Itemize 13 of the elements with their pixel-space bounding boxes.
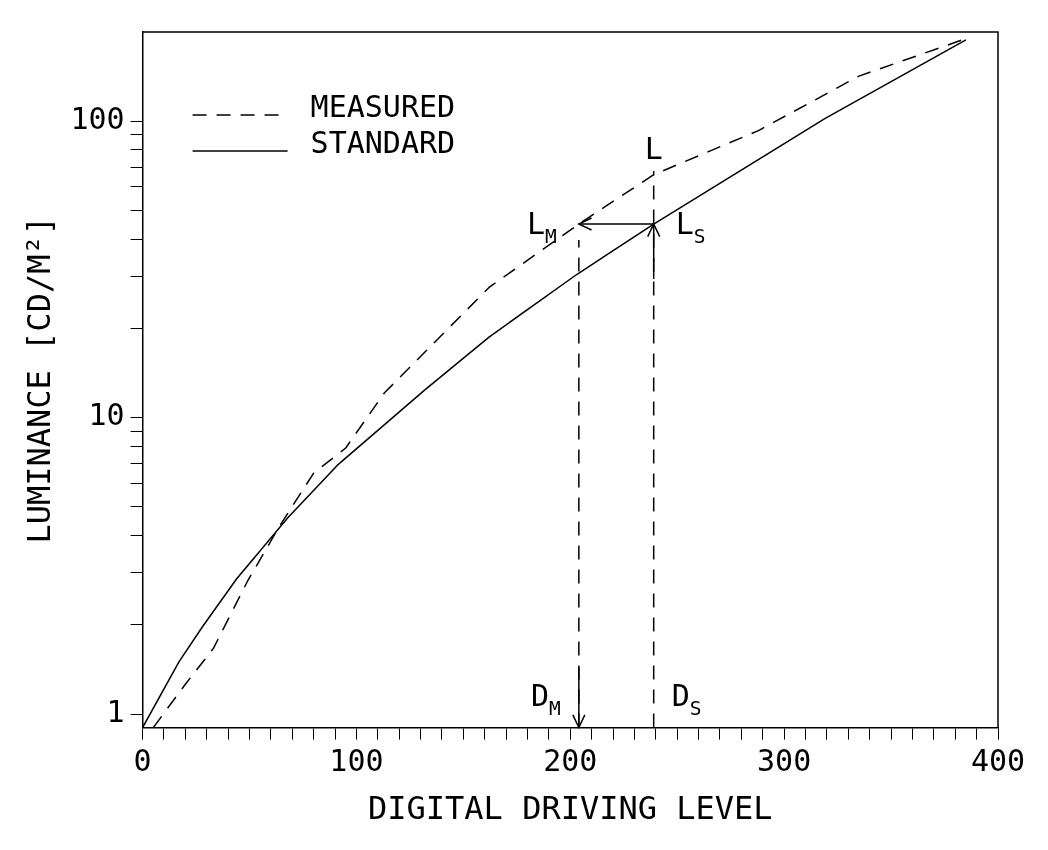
x-axis-title: DIGITAL DRIVING LEVEL bbox=[368, 789, 773, 828]
y-tick-label: 100 bbox=[70, 101, 125, 137]
annotation: L bbox=[644, 131, 663, 167]
x-tick-label: 0 bbox=[133, 743, 152, 779]
x-tick-label: 400 bbox=[970, 743, 1026, 779]
legend-label: MEASURED bbox=[310, 89, 456, 124]
y-tick-label: 1 bbox=[106, 693, 125, 729]
legend-label: STANDARD bbox=[310, 125, 456, 160]
x-tick-label: 200 bbox=[543, 743, 598, 779]
x-tick-label: 100 bbox=[329, 743, 384, 779]
y-tick-label: 10 bbox=[88, 397, 125, 433]
x-tick-label: 300 bbox=[757, 743, 812, 779]
y-axis-title: LUMINANCE [CD/M²] bbox=[19, 216, 58, 544]
